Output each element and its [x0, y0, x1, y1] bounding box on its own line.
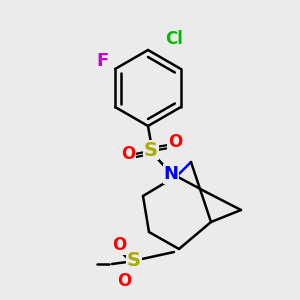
Text: O: O — [112, 236, 126, 254]
Text: S: S — [144, 140, 158, 160]
Text: Cl: Cl — [165, 30, 183, 48]
Text: O: O — [168, 133, 182, 151]
Text: N: N — [164, 165, 178, 183]
Text: O: O — [117, 272, 131, 290]
Text: O: O — [121, 145, 135, 163]
Text: F: F — [96, 52, 108, 70]
Text: S: S — [127, 251, 141, 271]
